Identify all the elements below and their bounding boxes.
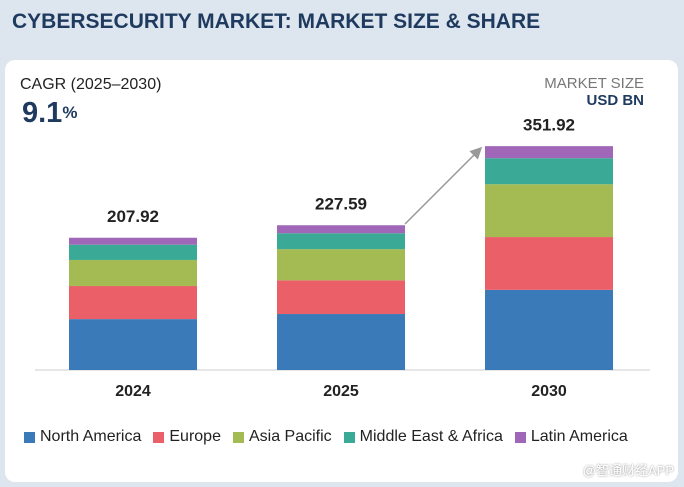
legend-swatch bbox=[24, 431, 35, 443]
legend: North America Europe Asia Pacific Middle Ea… bbox=[24, 428, 628, 446]
legend-item: Latin America bbox=[514, 428, 628, 446]
legend-item: Europe bbox=[153, 428, 221, 446]
legend-item: Middle East & Africa bbox=[343, 428, 503, 446]
legend-swatch bbox=[514, 431, 526, 443]
legend-swatch bbox=[153, 431, 165, 443]
total-label: 351.92 bbox=[523, 116, 575, 135]
legend-swatch bbox=[343, 431, 355, 443]
x-tick-label: 2030 bbox=[531, 383, 567, 400]
unit-label: MARKET SIZE bbox=[544, 75, 644, 92]
legend-item: North America bbox=[24, 428, 141, 446]
bar-segment bbox=[485, 184, 613, 238]
total-label: 227.59 bbox=[315, 195, 367, 214]
bar-segment bbox=[69, 286, 197, 320]
legend-item: Asia Pacific bbox=[232, 428, 332, 446]
growth-arrow bbox=[404, 146, 483, 225]
title: CYBERSECURITY MARKET: MARKET SIZE & SHAR… bbox=[12, 10, 541, 33]
bar-segment bbox=[277, 314, 405, 370]
legend-label: Asia Pacific bbox=[248, 428, 332, 445]
unit: USD BN bbox=[586, 92, 644, 109]
cagr-unit: % bbox=[62, 103, 77, 122]
legend-label: Latin America bbox=[530, 428, 628, 445]
watermark: @智通财经APP bbox=[582, 463, 674, 478]
cagr: 9.1% bbox=[22, 97, 77, 129]
bar-segment bbox=[485, 237, 613, 290]
x-tick-label: 2025 bbox=[323, 383, 359, 400]
bar-segment bbox=[277, 249, 405, 281]
bar-segment bbox=[69, 319, 197, 370]
bar-segment bbox=[69, 237, 197, 245]
bar-segment bbox=[277, 233, 405, 250]
total-label: 207.92 bbox=[107, 207, 159, 226]
x-tick-label: 2024 bbox=[115, 383, 151, 400]
legend-label: North America bbox=[40, 428, 142, 445]
legend-label: Europe bbox=[169, 428, 221, 445]
bar-segment bbox=[69, 244, 197, 260]
bar-segment bbox=[69, 259, 197, 287]
bar-segment bbox=[277, 225, 405, 234]
legend-swatch bbox=[232, 431, 244, 443]
legend-label: Middle East & Africa bbox=[359, 428, 503, 445]
bar-segment bbox=[485, 146, 613, 159]
bar-segment bbox=[277, 280, 405, 315]
bar-segment bbox=[485, 289, 613, 370]
cagr-value: 9.1 bbox=[22, 97, 62, 129]
cagr-label: CAGR (2025–2030) bbox=[20, 76, 161, 93]
bar-segment bbox=[485, 158, 613, 185]
